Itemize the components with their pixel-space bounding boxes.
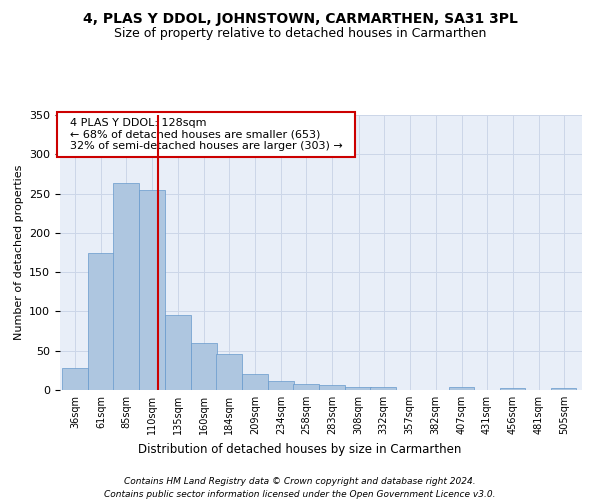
Text: Size of property relative to detached houses in Carmarthen: Size of property relative to detached ho… — [114, 28, 486, 40]
Bar — [88, 252, 113, 390]
Text: Contains HM Land Registry data © Crown copyright and database right 2024.: Contains HM Land Registry data © Crown c… — [124, 478, 476, 486]
Text: 4 PLAS Y DDOL: 128sqm  
  ← 68% of detached houses are smaller (653)  
  32% of : 4 PLAS Y DDOL: 128sqm ← 68% of detached … — [62, 118, 349, 151]
Y-axis label: Number of detached properties: Number of detached properties — [14, 165, 23, 340]
Bar — [268, 382, 294, 390]
Bar — [551, 388, 576, 390]
Bar — [346, 387, 371, 390]
Bar — [242, 374, 268, 390]
Bar — [216, 354, 242, 390]
Text: Contains public sector information licensed under the Open Government Licence v3: Contains public sector information licen… — [104, 490, 496, 499]
Bar — [370, 387, 396, 390]
Text: 4, PLAS Y DDOL, JOHNSTOWN, CARMARTHEN, SA31 3PL: 4, PLAS Y DDOL, JOHNSTOWN, CARMARTHEN, S… — [83, 12, 517, 26]
Text: Distribution of detached houses by size in Carmarthen: Distribution of detached houses by size … — [139, 442, 461, 456]
Bar — [293, 384, 319, 390]
Bar — [500, 388, 525, 390]
Bar — [191, 343, 217, 390]
Bar — [113, 184, 139, 390]
Bar — [165, 316, 191, 390]
Bar — [139, 190, 165, 390]
Bar — [319, 386, 345, 390]
Bar — [62, 368, 88, 390]
Bar — [449, 387, 474, 390]
